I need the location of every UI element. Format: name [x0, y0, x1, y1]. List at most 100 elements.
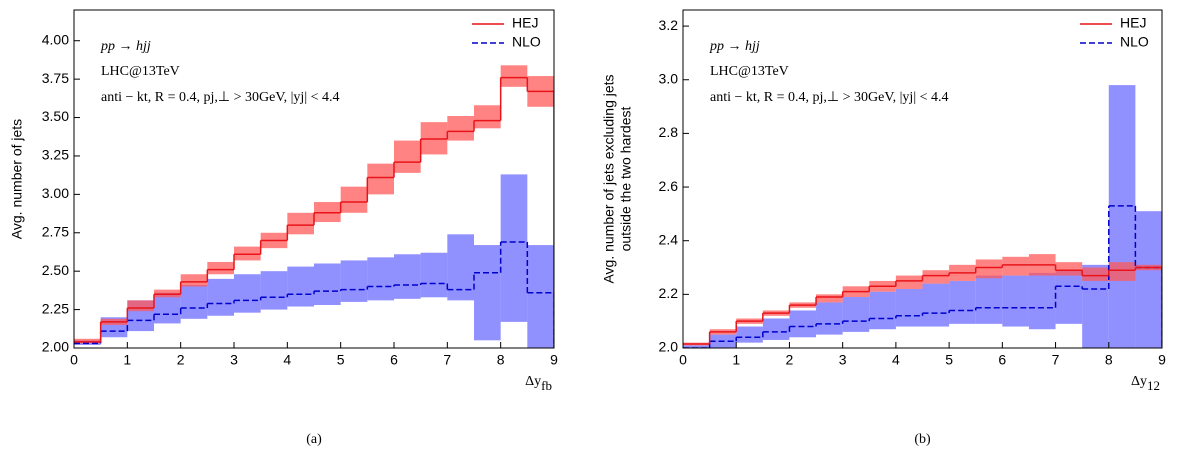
legend-label: NLO [512, 34, 541, 50]
annotation: pp → hjj [709, 39, 760, 54]
y-tick-label: 2.50 [42, 262, 69, 278]
uncertainty-band [127, 300, 154, 312]
caption: (b) [914, 432, 931, 447]
y-tick-label: 3.2 [659, 17, 679, 33]
y-tick-label: 3.00 [42, 185, 69, 201]
uncertainty-band [180, 274, 208, 287]
x-tick-label: 7 [1052, 352, 1060, 368]
annotation: pp → hjj [100, 39, 151, 54]
uncertainty-band [340, 260, 368, 302]
uncertainty-band [340, 186, 368, 213]
annotation: LHC@13TeV [710, 64, 789, 79]
y-tick-label: 2.6 [659, 178, 679, 194]
uncertainty-band [949, 280, 976, 324]
uncertainty-band [975, 275, 1003, 324]
uncertainty-band [895, 288, 923, 327]
uncertainty-band [234, 246, 261, 261]
x-tick-label: 6 [390, 352, 398, 368]
x-tick-label: 0 [70, 352, 78, 368]
uncertainty-band [789, 310, 817, 338]
uncertainty-band [975, 259, 1003, 279]
y-tick-label: 2.25 [42, 300, 69, 316]
x-tick-label: 5 [945, 352, 953, 368]
x-tick-label: 3 [839, 352, 847, 368]
y-tick-label: 3.0 [659, 70, 679, 86]
x-tick-label: 1 [732, 352, 740, 368]
uncertainty-band [1002, 256, 1029, 276]
uncertainty-band [154, 292, 181, 324]
y-tick-label: 2.0 [659, 339, 679, 355]
annotation: anti − kt, R = 0.4, pj,⊥ > 30GeV, |yj| <… [101, 90, 340, 105]
uncertainty-band [922, 270, 950, 284]
y-tick-label: 2.2 [659, 285, 679, 301]
x-tick-label: 9 [550, 352, 558, 368]
uncertainty-band [367, 257, 394, 301]
x-tick-label: 9 [1158, 352, 1166, 368]
x-tick-label: 4 [892, 352, 900, 368]
x-tick-label: 7 [443, 352, 451, 368]
uncertainty-band [816, 294, 843, 303]
axes-frame [682, 9, 1163, 349]
uncertainty-band [1108, 262, 1136, 281]
uncertainty-band [394, 140, 421, 173]
uncertainty-band [895, 275, 923, 289]
uncertainty-band [869, 291, 896, 330]
x-label-sub: fb [541, 378, 552, 393]
plot-area [683, 85, 1162, 348]
uncertainty-band [922, 283, 950, 327]
uncertainty-band [207, 261, 234, 275]
uncertainty-band [420, 252, 448, 298]
plot-area [74, 65, 554, 348]
uncertainty-band [287, 266, 314, 307]
uncertainty-band [154, 289, 181, 298]
caption: (a) [306, 432, 322, 447]
x-label-main: Δy [525, 374, 541, 389]
x-label-main: Δy [1131, 374, 1147, 389]
uncertainty-band [842, 297, 870, 332]
x-tick-label: 5 [337, 352, 345, 368]
y-axis-label: Avg. number of jets excluding jets [601, 74, 617, 283]
x-tick-label: 2 [177, 352, 185, 368]
uncertainty-band [474, 105, 501, 129]
y-tick-label: 3.75 [42, 70, 69, 86]
uncertainty-band [367, 163, 394, 195]
uncertainty-band [260, 271, 288, 310]
uncertainty-band [314, 263, 341, 305]
x-label-sub: 12 [1147, 378, 1160, 393]
uncertainty-band [1028, 272, 1056, 330]
legend-label: HEJ [1120, 15, 1146, 31]
y-axis-label: outside the two hardest [618, 107, 634, 252]
uncertainty-band [683, 345, 710, 348]
legend-label: NLO [1120, 34, 1149, 50]
y-axis-label: Avg. number of jets [9, 119, 25, 239]
uncertainty-band [207, 278, 234, 316]
uncertainty-band [180, 285, 208, 319]
x-axis-label: Δyfb [525, 374, 552, 393]
x-tick-label: 6 [998, 352, 1006, 368]
uncertainty-band [74, 338, 101, 344]
uncertainty-band [1082, 267, 1109, 281]
y-tick-label: 3.50 [42, 108, 69, 124]
uncertainty-band [234, 274, 261, 313]
uncertainty-band [1055, 270, 1083, 324]
uncertainty-band [500, 65, 528, 87]
y-tick-label: 2.8 [659, 124, 679, 140]
axes-frame [73, 9, 555, 349]
uncertainty-band [1135, 211, 1162, 348]
x-tick-label: 0 [679, 352, 687, 368]
x-tick-label: 8 [1105, 352, 1113, 368]
x-tick-label: 4 [283, 352, 291, 368]
uncertainty-band [1108, 85, 1136, 348]
uncertainty-band [287, 212, 314, 235]
uncertainty-band [420, 122, 448, 155]
x-tick-label: 2 [786, 352, 794, 368]
uncertainty-band [1002, 275, 1029, 327]
y-tick-label: 2.4 [659, 231, 679, 247]
uncertainty-band [816, 302, 843, 335]
y-tick-label: 3.25 [42, 147, 69, 163]
uncertainty-band [447, 116, 474, 141]
y-tick-label: 4.00 [42, 31, 69, 47]
uncertainty-band [762, 318, 790, 340]
x-tick-label: 1 [123, 352, 131, 368]
